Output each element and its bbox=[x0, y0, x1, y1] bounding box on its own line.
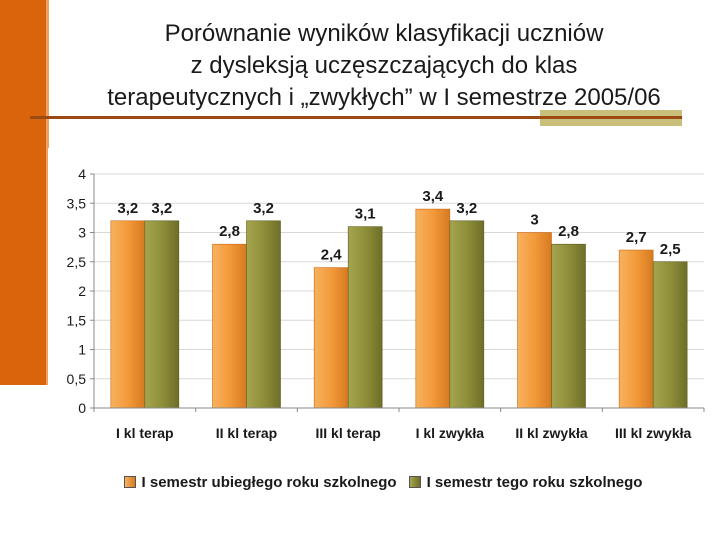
x-category-label: I kl terap bbox=[116, 425, 174, 441]
y-tick-label: 0 bbox=[78, 400, 86, 416]
left-accent-bar bbox=[0, 0, 46, 385]
data-label-series-2: 2,5 bbox=[660, 241, 681, 258]
legend-item-series-1: I semestr ubiegłego roku szkolnego bbox=[123, 473, 397, 491]
title-line-1: Porównanie wyników klasyfikacji uczniów bbox=[164, 20, 604, 47]
bar-series-1 bbox=[517, 232, 552, 409]
bar-series-1 bbox=[618, 249, 654, 409]
bar-series-2 bbox=[652, 261, 688, 409]
y-tick-label: 3,5 bbox=[67, 195, 87, 211]
bar-series-2 bbox=[347, 226, 383, 409]
bar-series-1 bbox=[212, 243, 247, 409]
legend-swatch-series-2 bbox=[408, 476, 421, 488]
chart-legend: I semestr ubiegłego roku szkolnego I sem… bbox=[58, 470, 708, 494]
data-label-series-1: 3,2 bbox=[117, 200, 138, 217]
y-tick-label: 1 bbox=[78, 342, 86, 358]
y-tick-label: 2 bbox=[78, 283, 86, 299]
x-category-label: III kl terap bbox=[315, 425, 380, 441]
data-label-series-2: 3,2 bbox=[456, 200, 477, 217]
x-category-label: I kl zwykła bbox=[416, 425, 485, 441]
legend-label-series-1: I semestr ubiegłego roku szkolnego bbox=[141, 473, 397, 491]
bar-series-2 bbox=[449, 220, 485, 409]
data-label-series-2: 3,1 bbox=[355, 206, 376, 223]
y-tick-label: 2,5 bbox=[67, 254, 87, 270]
title-line-2: z dysleksją uczęszczających do klas bbox=[190, 52, 578, 79]
data-label-series-2: 3,2 bbox=[253, 200, 274, 217]
title-line-3: terapeutycznych i „zwykłych” w I semestr… bbox=[107, 84, 661, 111]
y-tick-label: 4 bbox=[78, 166, 86, 182]
bar-series-1 bbox=[110, 220, 146, 409]
legend-label-series-2: I semestr tego roku szkolnego bbox=[426, 473, 643, 491]
bar-series-2 bbox=[144, 220, 180, 409]
data-label-series-2: 3,2 bbox=[151, 200, 172, 217]
data-label-series-1: 2,8 bbox=[219, 223, 240, 240]
data-label-series-1: 3,4 bbox=[422, 188, 444, 205]
bar-series-1 bbox=[313, 267, 349, 409]
y-tick-label: 1,5 bbox=[67, 312, 87, 328]
y-tick-label: 0,5 bbox=[67, 371, 87, 387]
data-label-series-1: 3 bbox=[530, 212, 538, 229]
data-label-series-1: 2,7 bbox=[626, 229, 647, 246]
title-rule bbox=[30, 116, 682, 119]
x-category-label: III kl zwykła bbox=[615, 425, 691, 441]
left-accent-line bbox=[46, 0, 49, 385]
bar-series-1 bbox=[415, 208, 451, 409]
data-label-series-1: 2,4 bbox=[321, 247, 343, 264]
legend-item-series-2: I semestr tego roku szkolnego bbox=[408, 473, 643, 491]
slide-title: Porównanie wyników klasyfikacji uczniów … bbox=[48, 18, 720, 114]
chart-area: 3,2 3,2 2,8 3,2 2,4 3,1 3,4 3,2 3 2,8 2,7 2,5 0 0,5 1… bbox=[48, 148, 720, 508]
x-category-label: II kl terap bbox=[216, 425, 277, 441]
legend-swatch-series-1 bbox=[123, 476, 136, 488]
y-tick-label: 3 bbox=[78, 225, 86, 241]
data-label-series-2: 2,8 bbox=[558, 223, 579, 240]
bar-series-2 bbox=[246, 220, 281, 409]
x-category-label: II kl zwykła bbox=[515, 425, 588, 441]
bar-series-2 bbox=[551, 243, 586, 409]
bar-chart: 3,2 3,2 2,8 3,2 2,4 3,1 3,4 3,2 3 2,8 2,7 2,5 0 0,5 1… bbox=[67, 166, 705, 441]
